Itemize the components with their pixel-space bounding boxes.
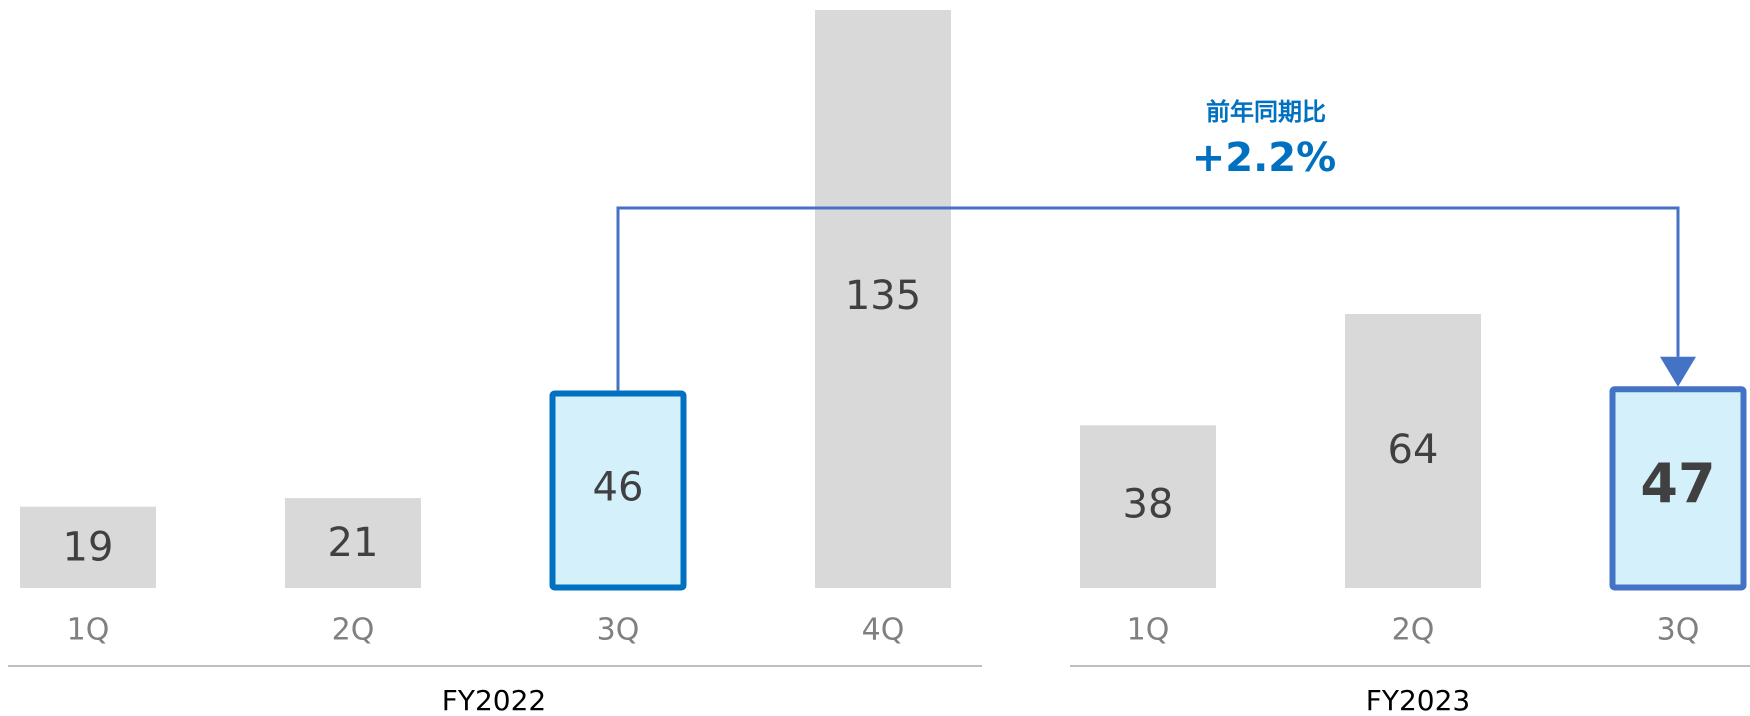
bar-value-fy2022-4q: 135 [845,273,921,319]
bar-value-fy2022-1q: 19 [63,524,114,570]
tick-label-fy2023-3q: 3Q [1657,613,1700,648]
yoy-value: +2.2% [1192,135,1336,181]
tick-label-fy2022-2q: 2Q [332,613,375,648]
bar-value-fy2022-3q: 46 [593,465,644,511]
tick-label-fy2023-2q: 2Q [1392,613,1435,648]
tick-label-fy2023-1q: 1Q [1127,613,1170,648]
yoy-arrow-head [1660,356,1696,387]
bars-layer [20,10,1747,591]
axis-layer: FY2022 FY2023 [8,665,1750,716]
bar-fy2022-1q [20,506,156,588]
bar-fy2023-1q [1080,425,1216,588]
bar-fy2022-3q [549,390,687,591]
bar-fy2022-2q [285,498,421,588]
bar-value-fy2023-2q: 64 [1388,427,1439,473]
bar-fy2023-2q [1345,313,1481,588]
bar-value-fy2022-2q: 21 [328,520,379,566]
yoy-title: 前年同期比 [1206,98,1326,126]
tick-label-fy2022-1q: 1Q [67,613,110,648]
yoy-arrow-line [616,206,1680,392]
tick-label-fy2022-3q: 3Q [597,613,640,648]
annotation-layer: 前年同期比 +2.2% [616,98,1696,392]
tick-label-fy2022-4q: 4Q [862,613,905,648]
bar-value-fy2023-1q: 38 [1123,482,1174,528]
bar-value-fy2023-3q: 47 [1640,452,1715,515]
bar-fy2023-3q [1609,386,1747,591]
group-label-fy2023: FY2023 [1366,684,1470,716]
labels-layer: 19 1Q 21 2Q 46 3Q 135 4Q 38 1Q 64 2Q 47 3Q [63,273,1716,648]
bar-fy2022-4q [815,10,951,588]
group-label-fy2022: FY2022 [442,684,546,716]
